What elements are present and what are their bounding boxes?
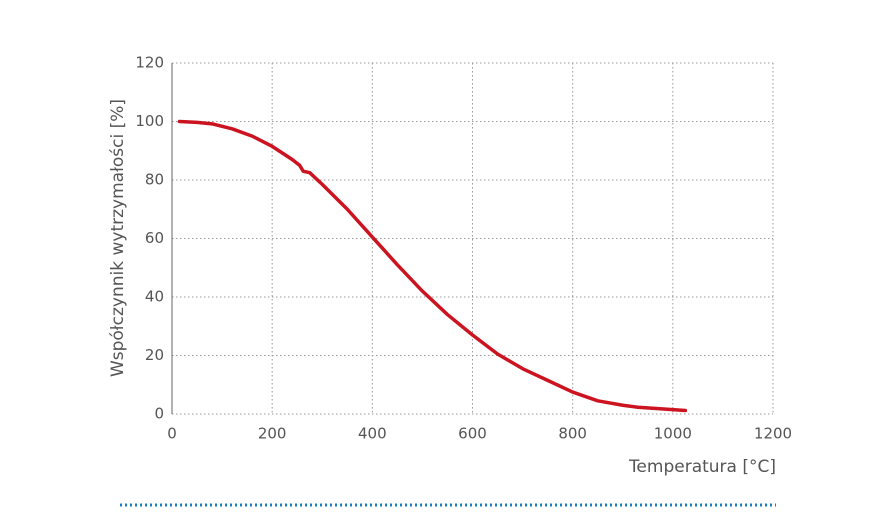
y-tick-label: 20: [145, 346, 164, 364]
y-tick-label: 40: [145, 288, 164, 306]
x-tick-label: 200: [258, 425, 287, 443]
x-tick-label: 600: [458, 425, 487, 443]
y-tick-label: 0: [154, 405, 164, 423]
x-tick-label: 1000: [654, 425, 692, 443]
y-tick-label: 120: [135, 54, 164, 72]
x-tick-label: 0: [167, 425, 177, 443]
x-tick-label: 1200: [754, 425, 792, 443]
line-series: [177, 119, 688, 413]
y-axis-label: Współczynnik wytrzymałości [%]: [108, 99, 128, 377]
y-tick-label: 80: [145, 171, 164, 189]
x-axis-label: Temperatura [°C]: [628, 457, 776, 477]
x-tick-label: 800: [558, 425, 587, 443]
x-tick-label: 400: [358, 425, 387, 443]
y-tick-label: 60: [145, 229, 164, 247]
y-tick-label: 100: [135, 112, 164, 130]
